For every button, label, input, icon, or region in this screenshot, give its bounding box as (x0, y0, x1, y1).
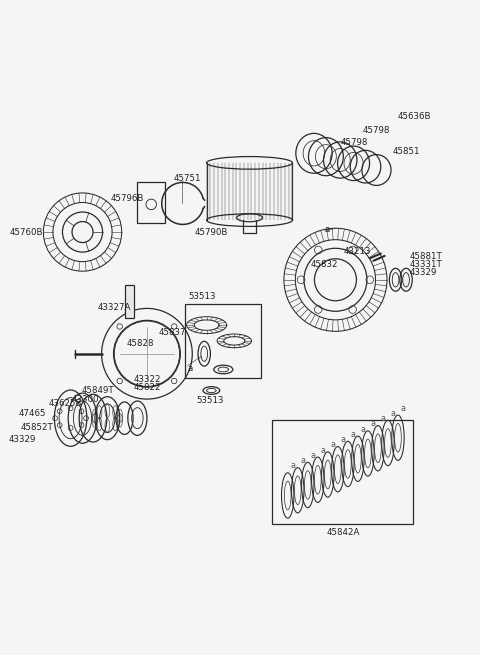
Text: 45636B: 45636B (397, 112, 431, 121)
Text: 45822: 45822 (134, 383, 162, 392)
Text: 43329: 43329 (410, 268, 437, 276)
Text: 43322: 43322 (134, 375, 162, 384)
Text: 53513: 53513 (196, 396, 224, 405)
Text: a: a (380, 414, 385, 423)
Bar (137, 183, 165, 223)
Text: 43213: 43213 (344, 247, 372, 255)
Bar (273, 420, 413, 524)
Text: a: a (310, 451, 315, 460)
Text: a: a (370, 419, 375, 428)
Text: a: a (325, 225, 330, 234)
Text: 45828: 45828 (126, 339, 154, 348)
Text: 45852T: 45852T (21, 423, 53, 432)
Text: 45798: 45798 (362, 126, 390, 136)
Text: a: a (320, 445, 325, 455)
Text: a: a (290, 461, 295, 470)
Text: 45796B: 45796B (110, 194, 144, 203)
Text: a: a (400, 403, 405, 413)
Text: a: a (330, 440, 335, 449)
Text: 43331T: 43331T (410, 260, 443, 269)
Text: 43327A: 43327A (98, 303, 131, 312)
Text: 45751: 45751 (173, 174, 201, 183)
Text: 45832: 45832 (311, 260, 338, 269)
Text: 45760B: 45760B (10, 227, 44, 236)
Text: 45881T: 45881T (410, 252, 443, 261)
Text: 45798: 45798 (340, 138, 368, 147)
Text: a: a (300, 456, 305, 465)
Text: 45837: 45837 (159, 328, 186, 337)
Text: 47465: 47465 (18, 409, 46, 418)
Text: a: a (350, 430, 355, 439)
Text: 43329: 43329 (8, 435, 36, 444)
Text: a: a (390, 409, 396, 418)
Text: 45842A: 45842A (326, 528, 360, 537)
Text: 45849T: 45849T (82, 386, 114, 395)
Text: 43300: 43300 (72, 394, 99, 403)
Bar (185, 304, 262, 378)
Text: 45851: 45851 (393, 147, 420, 157)
Text: 53513: 53513 (189, 292, 216, 301)
Text: 45790B: 45790B (195, 227, 228, 236)
Text: a: a (360, 424, 365, 434)
Text: a: a (340, 435, 345, 444)
Bar (125, 284, 133, 318)
Text: a: a (188, 364, 193, 373)
Text: 43625B: 43625B (48, 400, 82, 408)
